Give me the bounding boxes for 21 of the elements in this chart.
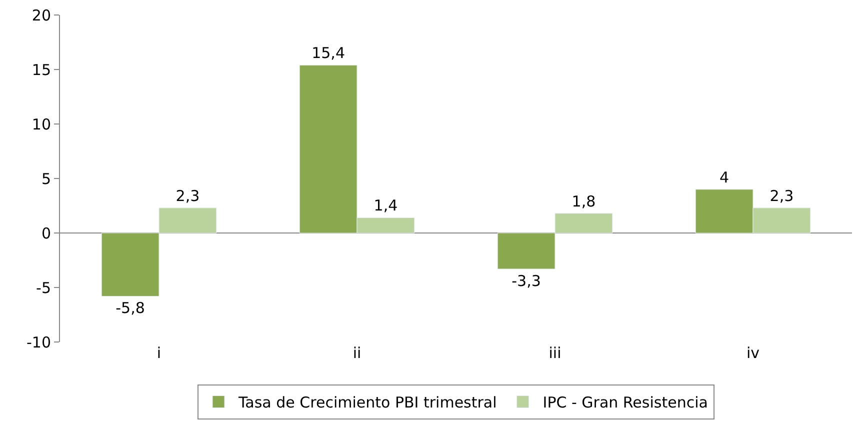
y-tick-label: 10 bbox=[32, 115, 51, 134]
y-tick-label: 20 bbox=[32, 6, 51, 24]
legend-label: Tasa de Crecimiento PBI trimestral bbox=[238, 394, 497, 412]
data-label: 1,4 bbox=[374, 196, 398, 215]
legend-label: IPC - Gran Resistencia bbox=[542, 394, 708, 412]
data-label: -5,8 bbox=[116, 299, 145, 318]
x-tick-label: iii bbox=[548, 344, 562, 362]
y-tick-label: -5 bbox=[36, 278, 51, 297]
data-label: 1,8 bbox=[572, 192, 596, 210]
x-tick-label: iv bbox=[746, 344, 760, 362]
y-tick-label: 0 bbox=[41, 224, 51, 242]
data-label: 15,4 bbox=[312, 44, 345, 62]
data-label: 2,3 bbox=[176, 186, 200, 205]
y-tick-label: 5 bbox=[41, 170, 51, 188]
y-tick-label: -10 bbox=[26, 333, 51, 352]
x-tick-label: i bbox=[156, 344, 162, 362]
x-tick-label: ii bbox=[352, 344, 362, 362]
data-label: -3,3 bbox=[512, 272, 541, 290]
y-tick-label: 15 bbox=[32, 60, 51, 79]
data-label: 4 bbox=[720, 168, 730, 186]
data-label: 2,3 bbox=[770, 186, 794, 205]
